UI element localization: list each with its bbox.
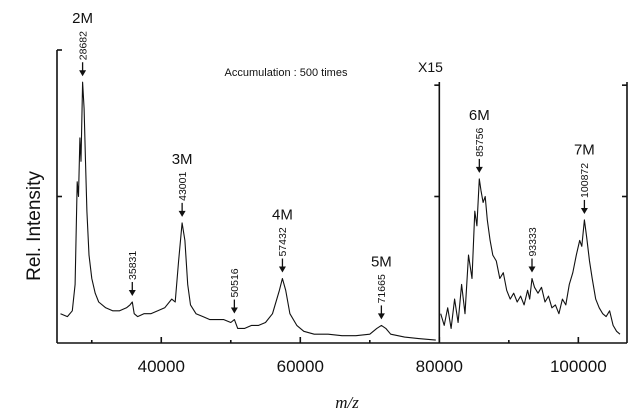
peak-annotations: 28682 2M 35831 43001 3M 50516 57432 4M 71665 5M 85… — [72, 10, 595, 320]
peak-arrowhead — [278, 266, 286, 273]
peak-arrowhead — [128, 289, 136, 296]
axes: 40000 60000 80000 100000 — [56, 49, 628, 376]
peak-oligomer-label: 5M — [371, 253, 392, 270]
peak-arrowhead — [230, 307, 238, 314]
peak-mz-label: 43001 — [177, 172, 189, 201]
peak-mz-label: 100872 — [579, 163, 591, 198]
peak-oligomer-label: 2M — [72, 10, 93, 27]
x-tick-label: 100000 — [550, 357, 607, 376]
peak-oligomer-label: 7M — [574, 142, 595, 159]
accumulation-note: Accumulation : 500 times — [225, 67, 348, 79]
peak-mz-label: 71665 — [376, 274, 388, 303]
x-tick-label: 40000 — [138, 357, 185, 376]
peak-arrowhead — [79, 70, 87, 77]
spectrum-trace-1 — [60, 81, 436, 341]
x-tick-label: 60000 — [277, 357, 324, 376]
peak-oligomer-label: 3M — [172, 151, 193, 168]
peak-arrowhead — [528, 266, 536, 273]
peak-oligomer-label: 4M — [272, 207, 293, 224]
peak-mz-label: 85756 — [474, 128, 486, 157]
spectrum-trace-2 — [440, 178, 621, 335]
peak-mz-label: 35831 — [127, 251, 139, 280]
peak-mz-label: 57432 — [277, 227, 289, 256]
peak-arrowhead — [377, 313, 385, 320]
peak-mz-label: 93333 — [527, 227, 539, 256]
peak-arrowhead — [475, 166, 483, 173]
peak-mz-label: 28682 — [77, 31, 89, 60]
peak-arrowhead — [580, 207, 588, 214]
spectrum-traces — [60, 81, 621, 341]
peak-mz-label: 50516 — [229, 268, 241, 297]
y-axis-title: Rel. Intensity — [24, 171, 45, 281]
x-tick-label: 80000 — [416, 357, 463, 376]
scale-factor-label: X15 — [418, 59, 443, 75]
peak-arrowhead — [178, 210, 186, 217]
x-axis-title: m/z — [335, 393, 359, 412]
peak-oligomer-label: 6M — [469, 107, 490, 124]
